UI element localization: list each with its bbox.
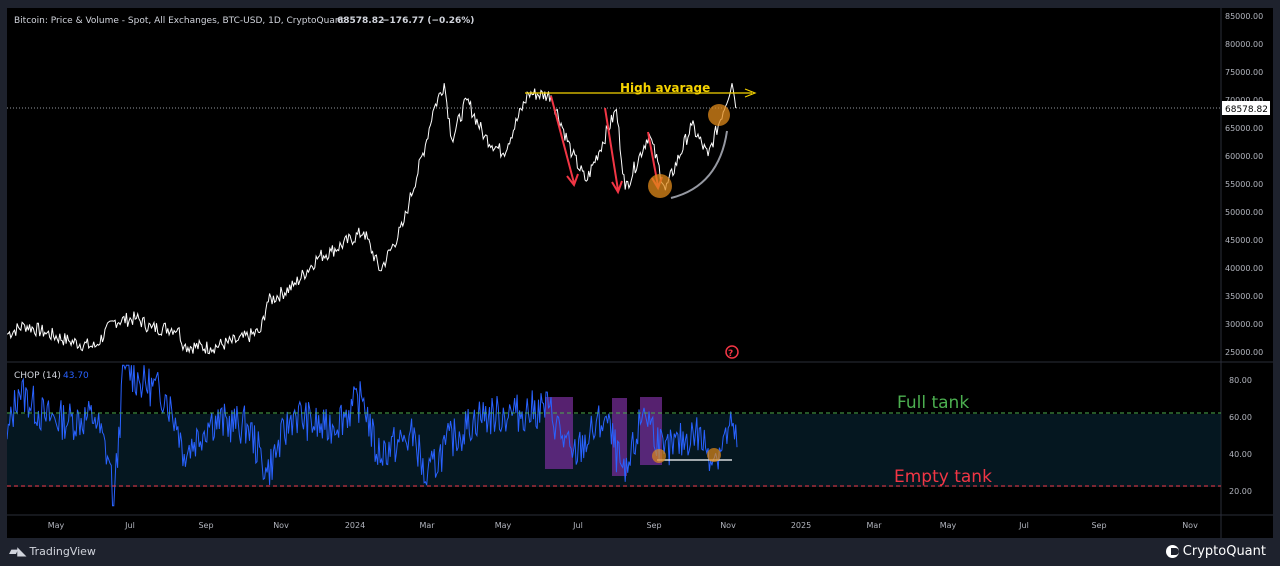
full-tank-label: Full tank (897, 393, 969, 413)
price-axis-tick: 85000.00 (1225, 12, 1263, 21)
time-axis-tick: May (48, 521, 65, 530)
recovery-arc (670, 130, 728, 199)
price-axis-tick: 35000.00 (1225, 292, 1263, 301)
chop-axis-tick: 60.00 (1229, 413, 1252, 422)
time-axis-tick: Jul (1018, 521, 1029, 530)
chart-frame[interactable]: 85000.00 80000.00 75000.00 70000.00 65000.00… (6, 8, 1273, 538)
time-axis-tick: Nov (273, 521, 289, 530)
time-axis-tick: Jul (572, 521, 583, 530)
chart-title: Bitcoin: Price & Volume - Spot, All Exch… (14, 16, 345, 26)
indicator-value: 43.70 (63, 371, 89, 381)
price-axis-tick: 60000.00 (1225, 152, 1263, 161)
chop-highlight-circle (652, 449, 666, 463)
tradingview-logo-icon: ▰◣ (9, 544, 26, 558)
cryptoquant-logo[interactable]: CryptoQuant (1165, 544, 1266, 559)
tradingview-logo-text: TradingView (29, 544, 96, 558)
axis-layer: 85000.00 80000.00 75000.00 70000.00 65000.00… (48, 12, 1263, 530)
chop-axis-tick: 80.00 (1229, 376, 1252, 385)
price-layer (6, 83, 738, 355)
chop-highlight-circle (707, 448, 721, 462)
footer: ▰◣ TradingView CryptoQuant (0, 540, 1280, 566)
chart-change: −176.77 (−0.26%) (382, 16, 474, 26)
chart-svg[interactable]: 85000.00 80000.00 75000.00 70000.00 65000.00… (6, 8, 1273, 538)
chop-axis-tick: 20.00 (1229, 487, 1252, 496)
price-highlight-circle (708, 104, 730, 126)
price-axis-tick: 65000.00 (1225, 124, 1263, 133)
price-axis-tick: 40000.00 (1225, 264, 1263, 273)
event-marker-glyph: ? (728, 349, 733, 359)
price-axis-tick: 70000.00 (1225, 96, 1263, 105)
time-axis-tick: Jul (124, 521, 135, 530)
price-tag-text: 68578.82 (1225, 105, 1268, 115)
event-marker[interactable] (725, 345, 739, 359)
tradingview-logo[interactable]: ▰◣ TradingView (9, 544, 96, 558)
high-average-label: High avarage (620, 81, 710, 95)
time-axis-tick: Mar (419, 521, 435, 530)
time-axis-tick: Sep (646, 521, 661, 530)
time-axis-tick: Sep (1091, 521, 1106, 530)
price-axis-tick: 45000.00 (1225, 236, 1263, 245)
price-axis-tick: 55000.00 (1225, 180, 1263, 189)
red-arrows (550, 95, 663, 195)
time-axis-tick: 2024 (345, 521, 365, 530)
time-axis-tick: May (940, 521, 957, 530)
price-axis-tick: 25000.00 (1225, 348, 1263, 357)
time-axis-tick: Nov (1182, 521, 1198, 530)
price-axis-tick: 80000.00 (1225, 40, 1263, 49)
price-highlight-circle (648, 174, 672, 198)
time-axis-tick: Sep (198, 521, 213, 530)
chop-layer (6, 364, 738, 507)
high-average-arrowhead (744, 88, 757, 98)
price-series-line (6, 83, 738, 355)
price-axis-tick: 30000.00 (1225, 320, 1263, 329)
chop-series-line (6, 364, 738, 507)
time-axis-tick: 2025 (791, 521, 811, 530)
price-axis-tick: 75000.00 (1225, 68, 1263, 77)
chart-last-price: 68578.82 (337, 16, 384, 26)
time-axis-tick: May (495, 521, 512, 530)
chop-axis-tick: 40.00 (1229, 450, 1252, 459)
indicator-name: CHOP (14) (14, 371, 61, 381)
price-axis-tick: 50000.00 (1225, 208, 1263, 217)
price-tag (1222, 101, 1270, 115)
cryptoquant-logo-text: CryptoQuant (1182, 544, 1266, 559)
empty-tank-label: Empty tank (894, 467, 992, 487)
time-axis-tick: Nov (720, 521, 736, 530)
cryptoquant-logo-icon (1165, 545, 1179, 558)
time-axis-tick: Mar (866, 521, 882, 530)
